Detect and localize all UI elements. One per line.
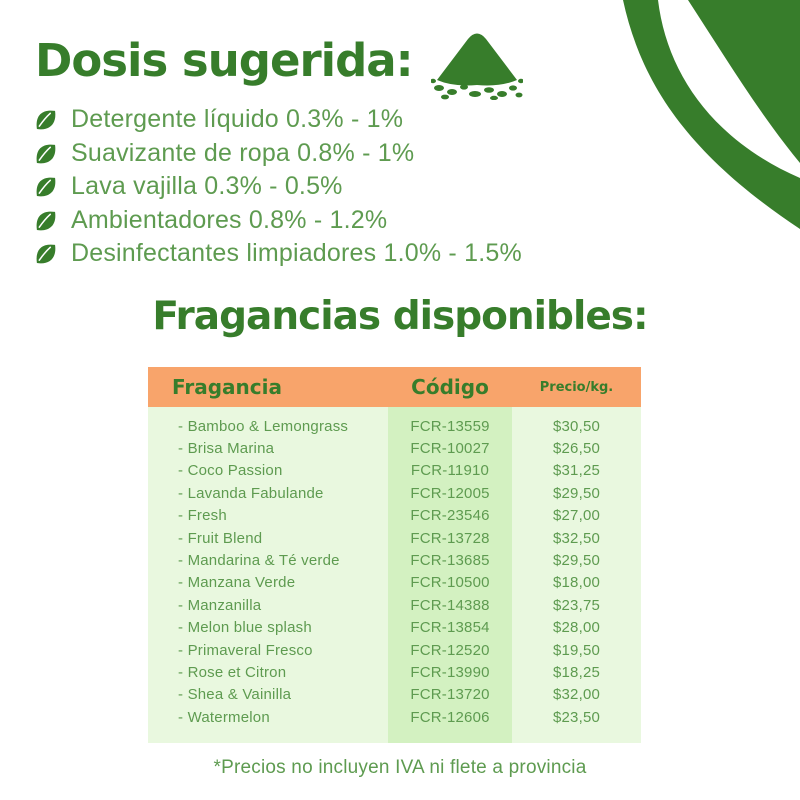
cell-codigo: FCR-23546 [410, 507, 490, 525]
cell-precio: $31,25 [552, 462, 601, 480]
cell-precio: $23,75 [552, 596, 601, 614]
column-header-fragancia: Fragancia [172, 375, 282, 399]
leaf-icon [36, 144, 56, 164]
dosage-item-label: Ambientadores 0.8% - 1.2% [71, 205, 388, 234]
cell-fragancia: - Manzana Verde [178, 574, 296, 592]
cell-precio: $27,00 [552, 507, 601, 525]
powder-pile-icon [430, 33, 523, 100]
dosage-item-label: Desinfectantes limpiadores 1.0% - 1.5% [71, 239, 522, 268]
dosage-item-label: Suavizante de ropa 0.8% - 1% [71, 138, 415, 167]
table-body: - Bamboo & Lemongrass FCR-13559 $30,50 - Br… [148, 407, 641, 743]
table-row: - Watermelon FCR-12606 $23,50 [148, 706, 641, 728]
cell-codigo: FCR-10500 [410, 574, 490, 592]
cell-precio: $19,50 [552, 641, 601, 659]
cell-precio: $23,50 [552, 708, 601, 726]
cell-fragancia: - Watermelon [178, 708, 270, 726]
cell-fragancia: - Primaveral Fresco [178, 641, 313, 659]
table-header-row: Fragancia Código Precio/kg. [148, 367, 641, 407]
column-header-codigo: Código [411, 375, 489, 399]
cell-precio: $29,50 [552, 484, 601, 502]
page-title: Dosis sugerida: [35, 34, 414, 87]
table-row: - Rose et Citron FCR-13990 $18,25 [148, 661, 641, 683]
table-row: - Shea & Vainilla FCR-13720 $32,00 [148, 684, 641, 706]
leaf-icon [36, 211, 56, 231]
dosage-list-item: Lava vajilla 0.3% - 0.5% [35, 170, 522, 204]
table-row: - Coco Passion FCR-11910 $31,25 [148, 460, 641, 482]
cell-precio: $28,00 [552, 619, 601, 637]
dosage-list-item: Suavizante de ropa 0.8% - 1% [35, 137, 522, 171]
footnote: *Precios no incluyen IVA ni flete a prov… [213, 757, 587, 778]
cell-precio: $26,50 [552, 440, 601, 458]
cell-fragancia: - Shea & Vainilla [178, 686, 292, 704]
leaf-corner-decoration-icon [623, 0, 800, 229]
dosage-list: Detergente líquido 0.3% - 1% Suavizante … [35, 103, 522, 271]
table-row: - Manzana Verde FCR-10500 $18,00 [148, 572, 641, 594]
cell-codigo: FCR-12606 [410, 708, 490, 726]
cell-codigo: FCR-12005 [410, 484, 490, 502]
cell-codigo: FCR-13685 [410, 552, 490, 570]
cell-codigo: FCR-11910 [410, 462, 490, 480]
leaf-icon [36, 244, 56, 264]
table-row: - Melon blue splash FCR-13854 $28,00 [148, 617, 641, 639]
table-row: - Brisa Marina FCR-10027 $26,50 [148, 437, 641, 459]
table-row: - Lavanda Fabulande FCR-12005 $29,50 [148, 482, 641, 504]
column-header-precio: Precio/kg. [539, 379, 614, 395]
cell-precio: $30,50 [552, 417, 601, 435]
fragrance-table: Fragancia Código Precio/kg. - Bamboo & L… [148, 367, 641, 743]
table-row: - Fresh FCR-23546 $27,00 [148, 505, 641, 527]
table-row: - Manzanilla FCR-14388 $23,75 [148, 594, 641, 616]
cell-fragancia: - Mandarina & Té verde [178, 552, 340, 570]
title-row: Dosis sugerida: [35, 33, 523, 100]
leaf-icon [36, 177, 56, 197]
cell-codigo: FCR-13559 [410, 417, 490, 435]
dosage-item-label: Lava vajilla 0.3% - 0.5% [71, 172, 343, 201]
dosage-list-item: Detergente líquido 0.3% - 1% [35, 103, 522, 137]
cell-codigo: FCR-10027 [410, 440, 490, 458]
table-row: - Primaveral Fresco FCR-12520 $19,50 [148, 639, 641, 661]
cell-codigo: FCR-13728 [410, 529, 490, 547]
cell-precio: $29,50 [552, 552, 601, 570]
cell-fragancia: - Rose et Citron [178, 663, 287, 681]
cell-fragancia: - Fruit Blend [178, 529, 263, 547]
cell-precio: $32,50 [552, 529, 601, 547]
table-row: - Bamboo & Lemongrass FCR-13559 $30,50 [148, 415, 641, 437]
cell-fragancia: - Manzanilla [178, 596, 262, 614]
cell-precio: $32,00 [552, 686, 601, 704]
cell-precio: $18,25 [552, 663, 601, 681]
cell-fragancia: - Lavanda Fabulande [178, 484, 324, 502]
dosage-list-item: Ambientadores 0.8% - 1.2% [35, 204, 522, 238]
cell-fragancia: - Melon blue splash [178, 619, 312, 637]
cell-precio: $18,00 [552, 574, 601, 592]
cell-fragancia: - Bamboo & Lemongrass [178, 417, 349, 435]
cell-fragancia: - Coco Passion [178, 462, 283, 480]
cell-codigo: FCR-12520 [410, 641, 490, 659]
table-row: - Fruit Blend FCR-13728 $32,50 [148, 527, 641, 549]
cell-fragancia: - Brisa Marina [178, 440, 275, 458]
leaf-icon [36, 110, 56, 130]
cell-codigo: FCR-13990 [410, 663, 490, 681]
dosage-item-label: Detergente líquido 0.3% - 1% [71, 105, 404, 134]
table-row: - Mandarina & Té verde FCR-13685 $29,50 [148, 549, 641, 571]
dosage-list-item: Desinfectantes limpiadores 1.0% - 1.5% [35, 237, 522, 271]
cell-fragancia: - Fresh [178, 507, 227, 525]
cell-codigo: FCR-13720 [410, 686, 490, 704]
cell-codigo: FCR-14388 [410, 596, 490, 614]
section-title: Fragancias disponibles: [152, 294, 648, 339]
cell-codigo: FCR-13854 [410, 619, 490, 637]
